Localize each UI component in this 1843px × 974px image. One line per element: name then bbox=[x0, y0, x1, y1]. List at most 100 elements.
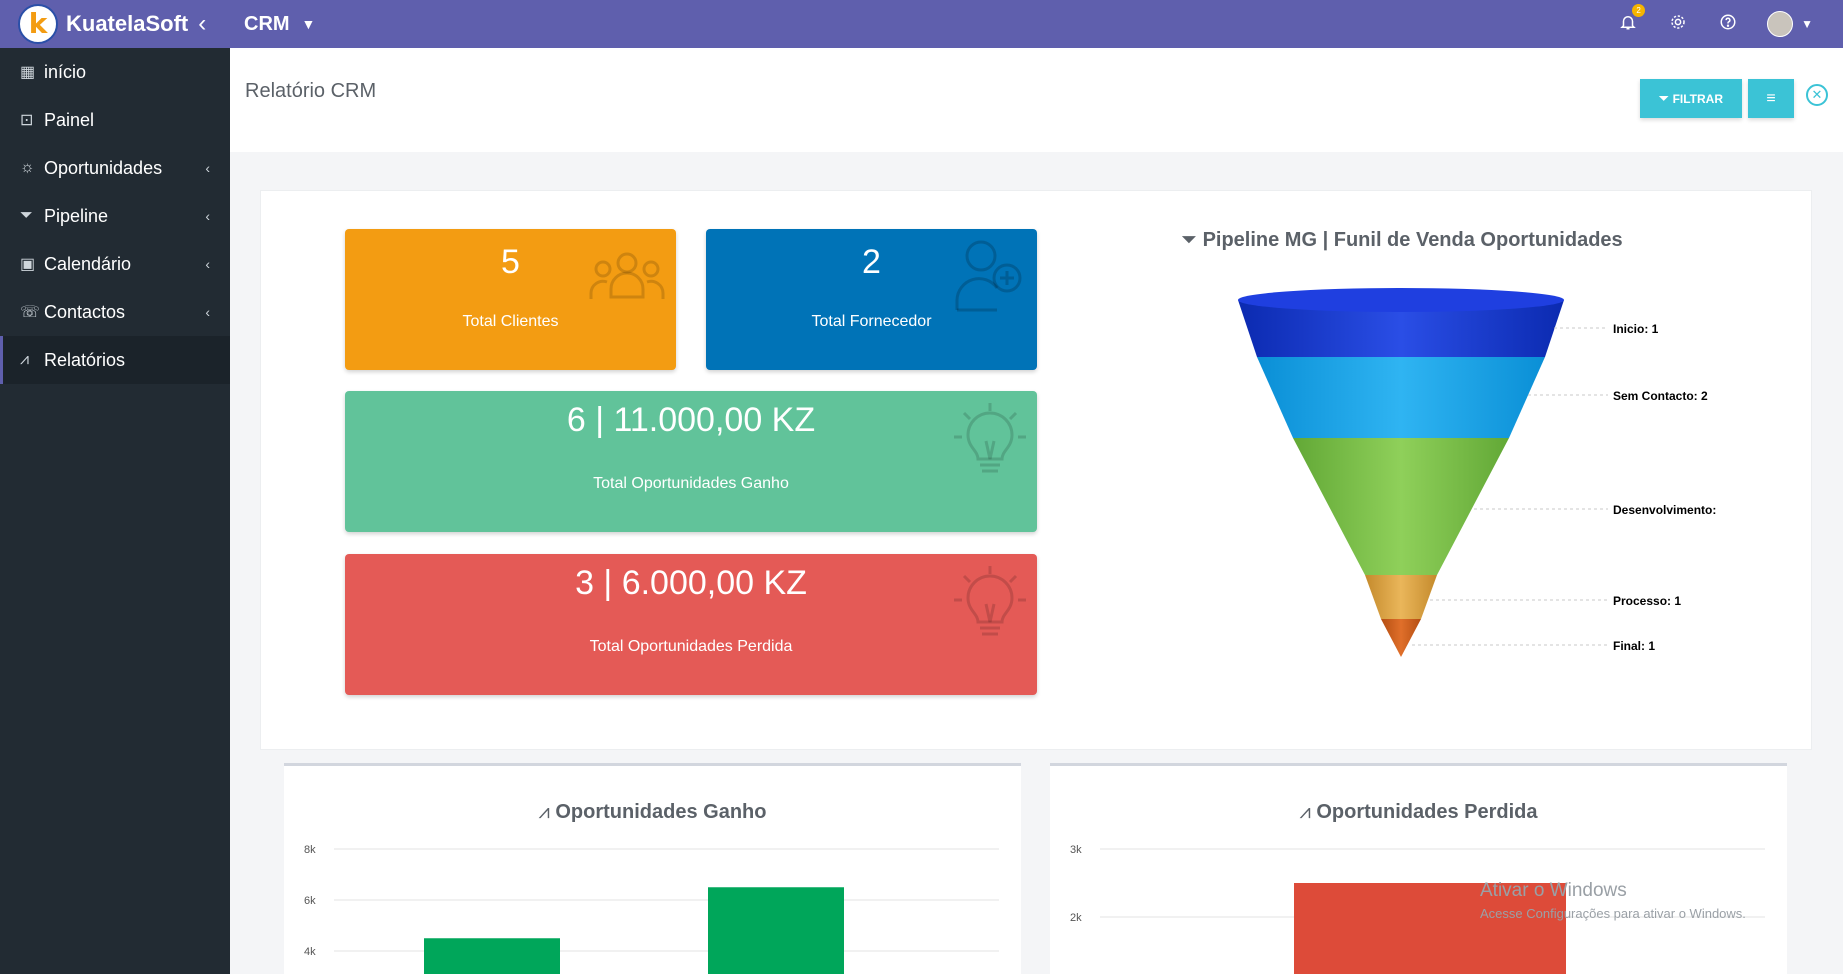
card-total-fornecedor: 2 Total Fornecedor bbox=[706, 229, 1037, 370]
sidebar-item-label: Contactos bbox=[44, 301, 126, 322]
notification-badge: 2 bbox=[1632, 3, 1646, 17]
sidebar-item-calendario[interactable]: ▣ Calendário ‹ bbox=[0, 240, 230, 288]
chart-title: ⩘ Oportunidades Ganho bbox=[284, 801, 1021, 824]
filter-button[interactable]: ⏷ FILTRAR bbox=[1640, 79, 1742, 118]
avatar bbox=[1767, 11, 1794, 37]
funnel-stage-desenvolvimento bbox=[1293, 438, 1509, 575]
chart-title-text: Oportunidades Perdida bbox=[1316, 801, 1538, 823]
funnel-icon: ⏷ bbox=[1181, 229, 1197, 251]
chart-oportunidades-perdida: ⩘ Oportunidades Perdida 2k 3k bbox=[1050, 763, 1787, 974]
chevron-left-icon: ‹ bbox=[205, 256, 210, 272]
top-bar: k KuatelaSoft ‹ CRM ▼ 2 ▼ bbox=[0, 0, 1843, 48]
dashboard-icon: ▦ bbox=[20, 64, 36, 81]
card-label: Total Clientes bbox=[462, 313, 559, 330]
brand-logo: k bbox=[18, 4, 58, 44]
card-value: 5 bbox=[501, 243, 520, 281]
chart-title-text: Oportunidades Ganho bbox=[555, 801, 767, 823]
brand-name: KuatelaSoft bbox=[66, 11, 189, 36]
funnel-title-text: Pipeline MG | Funil de Venda Oportunidad… bbox=[1202, 229, 1623, 251]
card-label: Total Oportunidades Perdida bbox=[589, 638, 793, 655]
y-tick-label: 4k bbox=[304, 946, 316, 958]
chevron-left-icon[interactable]: ‹ bbox=[198, 10, 207, 37]
card-total-oportunidades-ganho: 6 | 11.000,00 KZ Total Oportunidades Gan… bbox=[345, 391, 1037, 532]
sidebar: ▦ início ⊡ Painel ☼ Oportunidades ‹ ⏷ Pi… bbox=[0, 48, 230, 974]
funnel-label-inicio: Inicio: 1 bbox=[1613, 322, 1659, 336]
lightbulb-icon bbox=[954, 566, 1026, 636]
sidebar-item-painel[interactable]: ⊡ Painel bbox=[0, 96, 230, 144]
card-total-clientes: 5 Total Clientes bbox=[345, 229, 676, 370]
page-header: Relatório CRM ⏷ FILTRAR ≡ ✕ bbox=[230, 48, 1843, 152]
lightbulb-icon bbox=[954, 403, 1026, 473]
top-icons: 2 ▼ bbox=[1617, 0, 1813, 48]
y-tick-label: 6k bbox=[304, 895, 316, 907]
sidebar-item-label: Pipeline bbox=[44, 205, 109, 226]
users-icon bbox=[589, 252, 665, 299]
chart-icon: ⩘ bbox=[20, 351, 30, 368]
lightbulb-icon: ☼ bbox=[20, 159, 35, 176]
card-value: 3 | 6.000,00 KZ bbox=[575, 564, 807, 602]
funnel-top-ellipse bbox=[1238, 288, 1564, 312]
card-label: Total Oportunidades Ganho bbox=[593, 475, 789, 492]
funnel-label-final: Final: 1 bbox=[1613, 639, 1655, 653]
card-value: 2 bbox=[862, 243, 881, 281]
add-user-icon bbox=[955, 240, 1022, 312]
filter-button-label: FILTRAR bbox=[1672, 91, 1724, 106]
user-menu[interactable]: ▼ bbox=[1767, 11, 1813, 37]
close-icon[interactable]: ✕ bbox=[1806, 84, 1828, 106]
chevron-down-icon: ▼ bbox=[1801, 17, 1813, 31]
bar[interactable] bbox=[708, 887, 844, 974]
chevron-left-icon: ‹ bbox=[205, 160, 210, 176]
sidebar-item-relatorios[interactable]: ⩘ Relatórios bbox=[0, 336, 230, 384]
sidebar-item-label: Relatórios bbox=[44, 349, 126, 370]
sidebar-item-pipeline[interactable]: ⏷ Pipeline ‹ bbox=[0, 192, 230, 240]
menu-button[interactable]: ≡ bbox=[1748, 79, 1794, 118]
y-tick-label: 2k bbox=[1070, 912, 1082, 924]
bar[interactable] bbox=[424, 938, 560, 974]
phonebook-icon: ☏ bbox=[20, 304, 41, 321]
bar-chart-perdida: 2k 3k bbox=[1070, 844, 1765, 974]
sidebar-item-oportunidades[interactable]: ☼ Oportunidades ‹ bbox=[0, 144, 230, 192]
help-icon[interactable] bbox=[1717, 13, 1739, 36]
bell-icon[interactable]: 2 bbox=[1617, 3, 1646, 36]
funnel-label-desenvolvimento: Desenvolvimento: 3 bbox=[1613, 503, 1716, 517]
watermark-line2: Acesse Configurações para ativar o Windo… bbox=[1480, 906, 1746, 921]
module-label: CRM bbox=[244, 12, 290, 35]
hamburger-icon: ≡ bbox=[1766, 89, 1776, 107]
bar-chart-ganho: 4k 6k 8k bbox=[304, 844, 999, 974]
page-title: Relatório CRM bbox=[245, 80, 377, 102]
sidebar-item-inicio[interactable]: ▦ início bbox=[0, 48, 230, 96]
card-value: 6 | 11.000,00 KZ bbox=[566, 401, 816, 439]
funnel-stage-processo bbox=[1365, 575, 1437, 619]
funnel-label-processo: Processo: 1 bbox=[1613, 594, 1681, 608]
module-switcher[interactable]: CRM ▼ bbox=[244, 13, 315, 36]
chevron-left-icon: ‹ bbox=[205, 304, 210, 320]
gear-icon[interactable] bbox=[1667, 13, 1689, 36]
bar[interactable] bbox=[1294, 883, 1566, 974]
chart-title: ⩘ Oportunidades Perdida bbox=[1050, 801, 1787, 824]
funnel-icon: ⏷ bbox=[1658, 91, 1669, 105]
funnel-label-sem-contacto: Sem Contacto: 2 bbox=[1613, 389, 1708, 403]
card-total-oportunidades-perdida: 3 | 6.000,00 KZ Total Oportunidades Perd… bbox=[345, 554, 1037, 695]
funnel-title: ⏷ Pipeline MG | Funil de Venda Oportunid… bbox=[1181, 229, 1731, 252]
chart-oportunidades-ganho: ⩘ Oportunidades Ganho 4k 6k 8k bbox=[284, 763, 1021, 974]
y-tick-label: 8k bbox=[304, 844, 316, 856]
watermark-line1: Ativar o Windows bbox=[1480, 880, 1627, 901]
sidebar-item-contactos[interactable]: ☏ Contactos ‹ bbox=[0, 288, 230, 336]
sidebar-item-label: Calendário bbox=[44, 253, 132, 274]
brand[interactable]: k KuatelaSoft ‹ bbox=[0, 0, 230, 48]
chevron-left-icon: ‹ bbox=[205, 208, 210, 224]
card-label: Total Fornecedor bbox=[811, 313, 932, 330]
funnel-stage-final bbox=[1381, 619, 1421, 657]
main-content: Relatório CRM ⏷ FILTRAR ≡ ✕ 5 Total Clie… bbox=[230, 48, 1843, 974]
chevron-down-icon: ▼ bbox=[301, 16, 316, 32]
sidebar-item-label: início bbox=[44, 61, 87, 82]
trend-icon: ⩘ bbox=[1299, 801, 1311, 823]
funnel-icon: ⏷ bbox=[20, 207, 33, 224]
presentation-icon: ⊡ bbox=[20, 112, 34, 129]
sidebar-item-label: Painel bbox=[44, 109, 95, 130]
funnel-stage-sem-contacto bbox=[1257, 357, 1545, 438]
sidebar-item-label: Oportunidades bbox=[44, 157, 163, 178]
y-tick-label: 3k bbox=[1070, 844, 1082, 856]
funnel-chart: Inicio: 1 Sem Contacto: 2 Desenvolviment… bbox=[1238, 288, 1716, 657]
calendar-icon: ▣ bbox=[20, 256, 36, 273]
